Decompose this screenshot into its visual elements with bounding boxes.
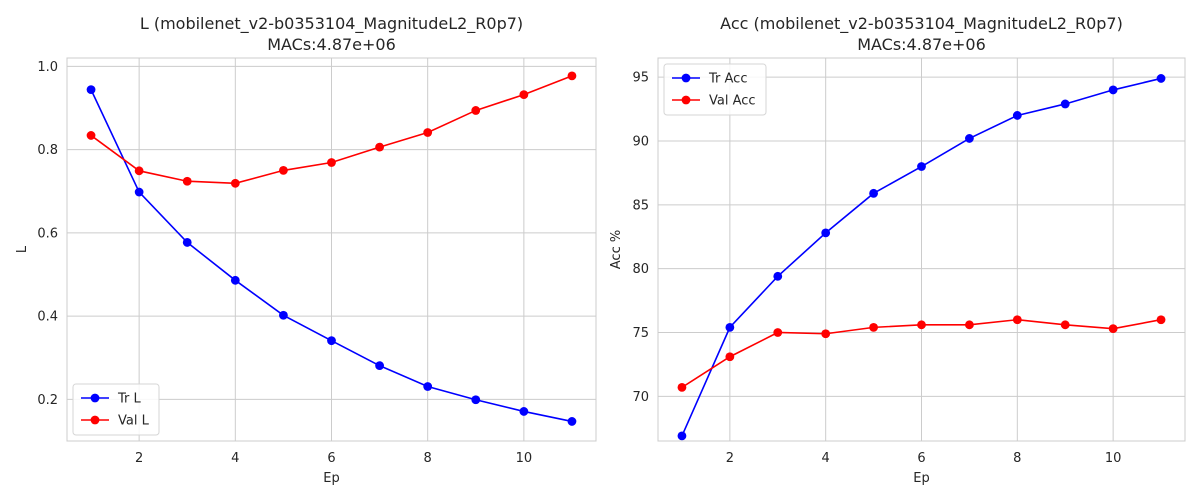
data-point [821,228,831,238]
legend-label: Val Acc [709,94,756,109]
data-point [965,320,974,330]
chart-subtitle: MACs:4.87e+06 [267,35,396,54]
y-tick-label: 0.8 [37,143,58,158]
y-tick-label: 80 [632,262,649,277]
data-point [1156,315,1166,325]
data-point [279,166,288,175]
data-point [230,275,240,285]
data-point [1012,315,1022,325]
data-point [677,382,687,392]
data-point [1012,111,1022,120]
data-point [917,320,926,330]
x-tick-label: 10 [1105,451,1122,466]
data-point [134,187,144,197]
data-point [375,142,384,152]
data-point [327,336,336,346]
series-val-l [86,71,577,188]
data-point [471,106,481,115]
y-axis-label: L [15,245,30,253]
data-point [773,328,783,337]
x-tick-label: 10 [516,451,533,466]
x-tick-label: 8 [1013,451,1021,466]
data-point [182,176,192,186]
data-point [773,271,783,281]
x-tick-label: 2 [135,451,143,466]
data-point [230,178,240,188]
data-point [86,85,96,95]
chart-title: L (mobilenet_v2-b0353104_MagnitudeL2_R0p… [140,14,523,34]
data-point [375,361,384,371]
legend: Tr L Val L [72,383,160,436]
data-point [86,131,96,140]
plot-frame [66,57,597,442]
x-tick-label: 6 [327,451,335,466]
x-tick-label: 4 [822,451,830,466]
chart-panel-1: 2 4 6 8 10 0.2 0.4 0.6 0.8 1.0 Ep L L (mobilenet_v2-… [15,14,597,486]
data-point [725,322,735,332]
y-tick-label: 85 [632,198,649,213]
legend-marker [90,415,100,425]
plot-frame [657,57,1186,442]
legend-label: Tr L [117,392,142,407]
y-tick-label: 0.4 [37,310,58,325]
legend-label: Tr Acc [708,72,747,87]
y-tick-label: 70 [632,390,649,405]
data-point [567,71,577,81]
data-point [134,166,144,176]
y-axis-label: Acc % [609,230,624,269]
data-point [1060,320,1070,330]
data-point [725,352,735,362]
x-tick-label: 6 [917,451,925,466]
legend-marker [681,73,691,83]
data-point [279,310,288,320]
x-axis-label: Ep [913,471,929,486]
data-point [821,329,831,339]
data-point [1108,324,1118,334]
data-point [519,407,529,416]
y-tick-label: 90 [632,134,649,149]
chart-title: Acc (mobilenet_v2-b0353104_MagnitudeL2_R… [720,14,1123,34]
data-point [567,417,577,426]
x-tick-label: 4 [231,451,239,466]
chart-panel-2: 2 4 6 8 10 70 75 80 85 90 95 Ep Acc % Acc (mobilenet_… [609,14,1186,486]
legend-label: Val L [118,414,150,429]
x-tick-label: 8 [424,451,432,466]
data-point [519,90,529,100]
y-tick-label: 0.6 [37,226,58,241]
data-point [182,238,192,247]
series-val-acc [677,315,1166,392]
data-point [471,395,481,405]
data-point [965,134,974,143]
data-point [677,431,687,441]
chart-subtitle: MACs:4.87e+06 [857,35,986,54]
data-point [327,158,336,167]
y-tick-label: 0.2 [37,393,58,408]
data-point [1060,99,1070,109]
data-point [869,188,878,198]
legend-marker [90,393,100,403]
y-tick-label: 75 [632,326,649,341]
data-point [423,382,433,391]
legend: Tr Acc Val Acc [663,63,767,116]
series-tr-acc [677,74,1166,441]
data-point [1108,85,1118,95]
data-point [423,128,433,137]
legend-marker [681,95,691,105]
y-tick-label: 95 [632,71,649,86]
data-point [1156,74,1166,83]
data-point [869,322,878,332]
data-point [917,162,926,171]
series-tr-l [86,85,577,426]
x-axis-label: Ep [323,471,339,486]
y-tick-label: 1.0 [37,60,58,75]
x-tick-label: 2 [726,451,734,466]
